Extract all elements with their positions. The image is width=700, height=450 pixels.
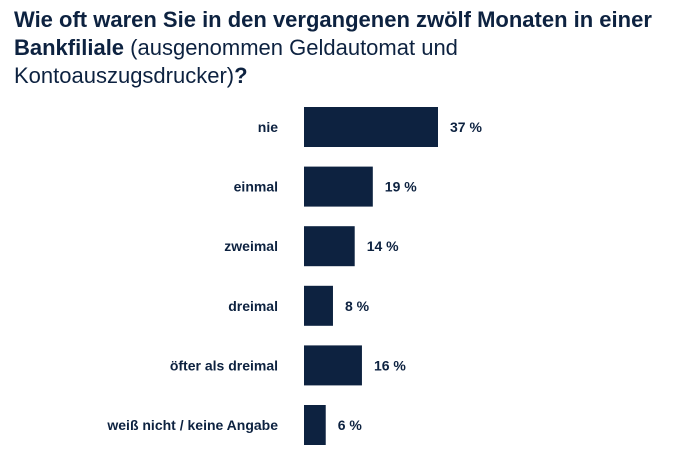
title-normal-part: (ausgenommen Geldautomat und Kontoauszug… xyxy=(14,35,458,88)
value-label: 16 % xyxy=(374,357,406,373)
bar xyxy=(304,166,373,207)
category-label: weiß nicht / keine Angabe xyxy=(106,417,278,433)
value-label: 8 % xyxy=(345,298,370,314)
value-label: 19 % xyxy=(385,179,417,195)
category-label: öfter als dreimal xyxy=(170,357,278,373)
title-bold-part: Wie oft waren Sie in den vergangenen zwö… xyxy=(14,7,652,60)
value-label: 14 % xyxy=(367,238,399,254)
bar xyxy=(304,285,333,326)
category-label: nie xyxy=(258,119,278,135)
category-label: zweimal xyxy=(224,238,278,254)
bar xyxy=(304,107,438,147)
value-label: 37 % xyxy=(450,119,482,135)
chart-title: Wie oft waren Sie in den vergangenen zwö… xyxy=(14,6,686,90)
bar xyxy=(304,345,362,386)
title-end-part: ? xyxy=(234,63,248,88)
category-label: dreimal xyxy=(228,298,278,314)
category-label: einmal xyxy=(234,179,278,195)
bar xyxy=(304,405,326,445)
bar xyxy=(304,226,355,267)
value-label: 6 % xyxy=(338,417,363,433)
